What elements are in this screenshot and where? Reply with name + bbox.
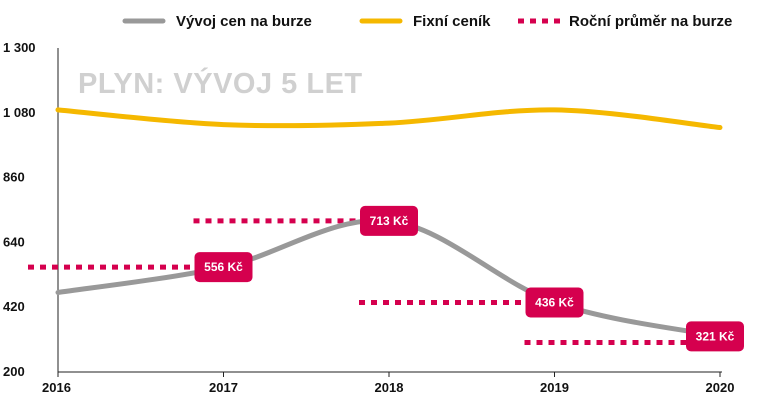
x-tick-label: 2017: [209, 380, 238, 395]
x-tick-label: 2018: [375, 380, 404, 395]
y-tick-label: 1 300: [3, 40, 36, 55]
fixed-tariff-line: [55, 107, 723, 131]
value-badge-label: 713 Kč: [370, 214, 409, 228]
x-tick-label: 2019: [540, 380, 569, 395]
x-tick-label: 2020: [706, 380, 735, 395]
y-tick-label: 1 080: [3, 105, 36, 120]
annotation-layer: 556 Kč 713 Kč 436 Kč 321 Kč: [194, 205, 744, 352]
x-tick-label: 2016: [42, 380, 71, 395]
legend-label: Vývoj cen na burze: [176, 13, 312, 30]
y-tick-label: 420: [3, 299, 25, 314]
y-tick-label: 200: [3, 364, 25, 379]
y-tick-label: 640: [3, 234, 25, 249]
y-axis-ticks: 1 300 1 080 860 640 420 200: [3, 40, 36, 379]
value-badge: [194, 252, 253, 283]
value-badge: [360, 205, 418, 236]
value-badge-label: 436 Kč: [535, 295, 574, 309]
value-badge-label: 556 Kč: [204, 260, 243, 274]
legend-label: Roční průměr na burze: [569, 13, 732, 30]
value-badge: [525, 287, 584, 318]
value-badge: [686, 321, 744, 352]
market-price-line: [55, 217, 723, 339]
chart-legend: Vývoj cen na burze Fixní ceník Roční průmě…: [122, 13, 732, 30]
legend-label: Fixní ceník: [413, 13, 491, 30]
y-tick-label: 860: [3, 170, 25, 185]
value-badge-label: 321 Kč: [696, 329, 735, 343]
chart-title: PLYN: VÝVOJ 5 LET: [78, 66, 363, 100]
x-axis-ticks: 2016 2017 2018 2019 2020: [42, 372, 734, 395]
